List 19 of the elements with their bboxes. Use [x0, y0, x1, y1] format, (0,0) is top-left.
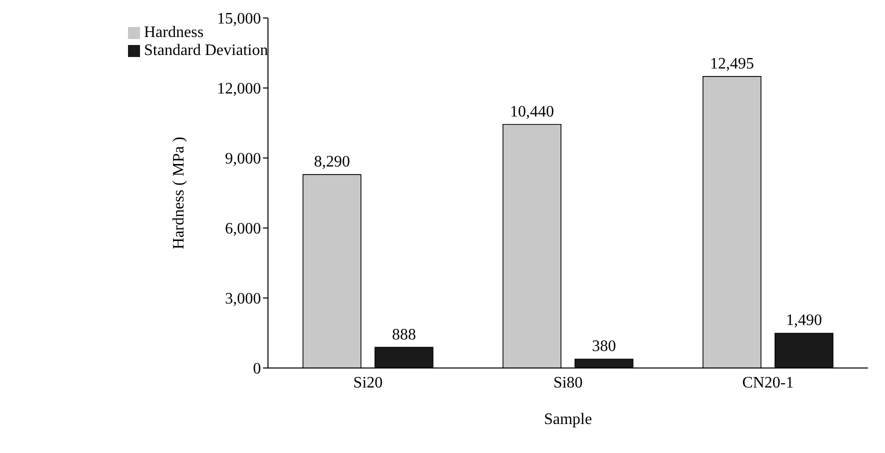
- legend-label: Standard Deviation: [144, 42, 268, 59]
- y-tick-label: 12,000: [216, 80, 261, 98]
- text: 380: [592, 338, 616, 356]
- y-axis-title: Hardness ( MPa ): [170, 136, 188, 250]
- y-tick-label: 9,000: [224, 150, 261, 168]
- x-tick-label: CN20-1: [742, 374, 794, 392]
- text: 10,440: [510, 103, 554, 120]
- legend-label: Hardness: [144, 24, 204, 41]
- text: 8,290: [314, 154, 350, 171]
- text: 888: [392, 326, 416, 344]
- y-tick-label: 6,000: [224, 220, 261, 238]
- text: 1,490: [786, 312, 822, 330]
- text: 12,495: [710, 55, 754, 72]
- x-tick-label: Si80: [553, 374, 583, 392]
- x-axis-title: Sample: [544, 411, 592, 428]
- y-tick-label: 3,000: [224, 290, 261, 308]
- y-tick-label: 0: [252, 360, 261, 378]
- x-tick-label: Si20: [353, 374, 383, 392]
- y-tick-label: 15,000: [216, 10, 261, 28]
